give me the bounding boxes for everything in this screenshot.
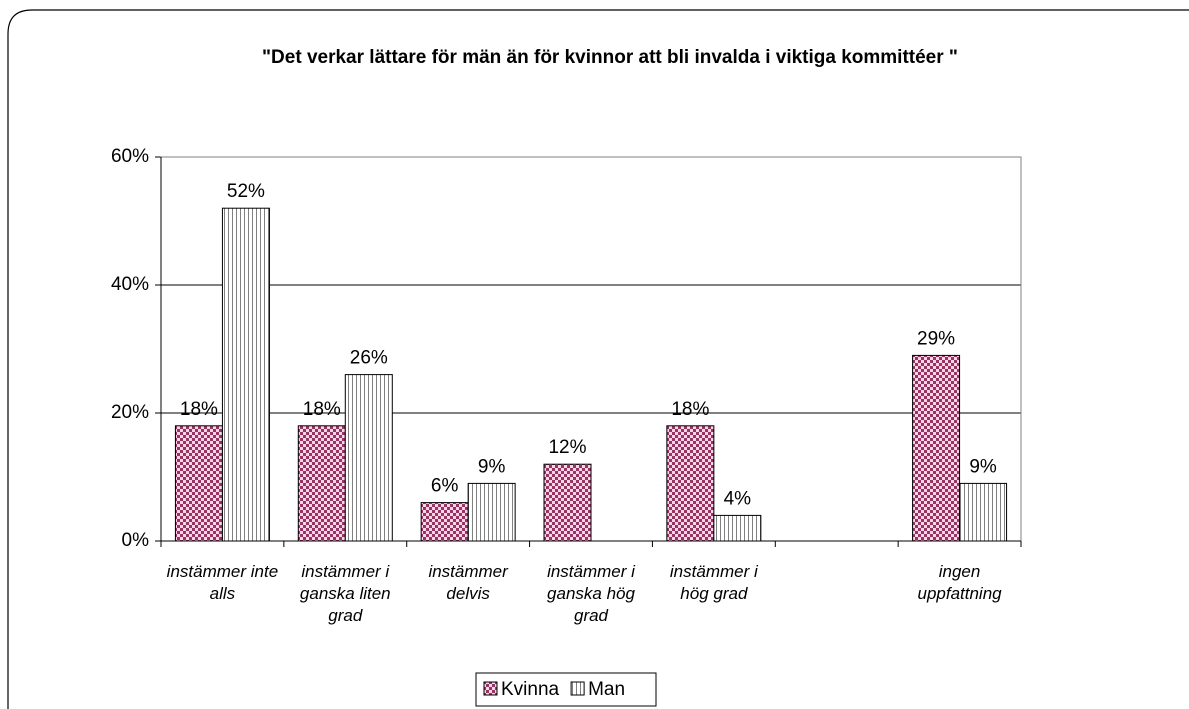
legend-box [475,672,657,707]
bar [467,482,516,542]
x-tick-label: instämmer i ganska hög grad [547,562,635,625]
chart-title: "Det verkar lättare för män än för kvinn… [262,47,958,68]
data-label: 4% [724,488,752,509]
y-tick-label: 20% [111,402,149,423]
data-label: 18% [180,399,218,420]
bar [666,425,715,542]
legend-label: Kvinna [501,679,560,700]
data-label: 9% [478,456,506,477]
bar [344,374,393,542]
data-label: 26% [350,348,388,369]
bar [912,354,961,542]
x-tick-label: instämmer i hög grad [669,562,758,603]
data-label: 18% [671,399,709,420]
legend-swatch [483,681,498,696]
y-tick-label: 60% [111,146,149,167]
x-tick-label: instämmer delvis [428,562,508,603]
y-tick-label: 0% [122,530,150,551]
legend-swatch [570,681,585,696]
y-tick-label: 40% [111,274,149,295]
bar [221,207,270,542]
data-label: 18% [303,399,341,420]
bar [174,425,223,542]
data-label: 12% [548,437,586,458]
data-label: 6% [431,476,459,497]
x-tick-label: instämmer inte alls [166,562,279,603]
legend-label: Man [588,679,625,700]
legend: Kvinna Man [475,672,657,707]
bar [959,482,1008,542]
bar [297,425,346,542]
data-label: 52% [227,181,265,202]
data-label: 9% [969,456,997,477]
x-tick-label: instämmer i ganska liten grad [299,562,391,625]
bar [713,514,762,542]
bar [420,502,469,542]
bar [543,463,592,542]
data-label: 29% [917,328,955,349]
x-tick-label: ingen uppfattning [917,562,1002,603]
chart-frame [7,9,1189,709]
